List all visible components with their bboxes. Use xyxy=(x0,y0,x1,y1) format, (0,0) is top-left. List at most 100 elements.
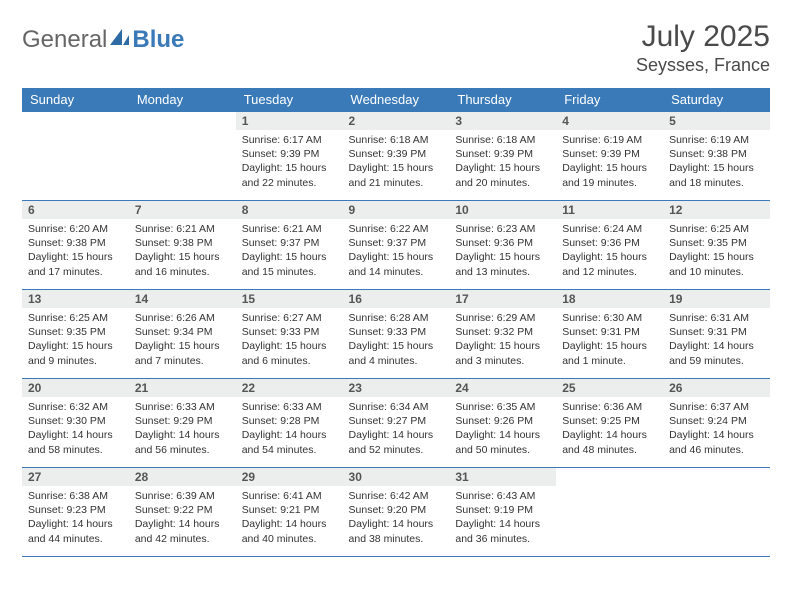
day-day2: and 3 minutes. xyxy=(455,354,550,368)
calendar-week-row: 20Sunrise: 6:32 AMSunset: 9:30 PMDayligh… xyxy=(22,379,770,468)
day-sunset: Sunset: 9:30 PM xyxy=(28,414,123,428)
day-number: 24 xyxy=(449,379,556,397)
day-sunset: Sunset: 9:38 PM xyxy=(669,147,764,161)
weekday-header: Wednesday xyxy=(343,88,450,112)
day-details: Sunrise: 6:24 AMSunset: 9:36 PMDaylight:… xyxy=(556,219,663,283)
calendar-day-cell: 11Sunrise: 6:24 AMSunset: 9:36 PMDayligh… xyxy=(556,201,663,290)
day-sunset: Sunset: 9:36 PM xyxy=(562,236,657,250)
day-day2: and 7 minutes. xyxy=(135,354,230,368)
day-number: 14 xyxy=(129,290,236,308)
day-number: 23 xyxy=(343,379,450,397)
calendar-day-cell: 28Sunrise: 6:39 AMSunset: 9:22 PMDayligh… xyxy=(129,468,236,557)
day-day1: Daylight: 15 hours xyxy=(242,250,337,264)
day-day2: and 21 minutes. xyxy=(349,176,444,190)
day-day2: and 42 minutes. xyxy=(135,532,230,546)
day-sunrise: Sunrise: 6:36 AM xyxy=(562,400,657,414)
day-details: Sunrise: 6:23 AMSunset: 9:36 PMDaylight:… xyxy=(449,219,556,283)
day-number: 4 xyxy=(556,112,663,130)
day-sunset: Sunset: 9:28 PM xyxy=(242,414,337,428)
calendar-day-cell: 13Sunrise: 6:25 AMSunset: 9:35 PMDayligh… xyxy=(22,290,129,379)
day-sunset: Sunset: 9:37 PM xyxy=(242,236,337,250)
day-day1: Daylight: 15 hours xyxy=(562,250,657,264)
day-number: 19 xyxy=(663,290,770,308)
day-day2: and 13 minutes. xyxy=(455,265,550,279)
day-number: 25 xyxy=(556,379,663,397)
day-sunset: Sunset: 9:37 PM xyxy=(349,236,444,250)
day-details: Sunrise: 6:34 AMSunset: 9:27 PMDaylight:… xyxy=(343,397,450,461)
day-day1: Daylight: 15 hours xyxy=(562,161,657,175)
calendar-day-cell: 24Sunrise: 6:35 AMSunset: 9:26 PMDayligh… xyxy=(449,379,556,468)
day-details: Sunrise: 6:33 AMSunset: 9:28 PMDaylight:… xyxy=(236,397,343,461)
day-day1: Daylight: 15 hours xyxy=(455,161,550,175)
day-sunrise: Sunrise: 6:38 AM xyxy=(28,489,123,503)
day-day2: and 4 minutes. xyxy=(349,354,444,368)
day-sunrise: Sunrise: 6:34 AM xyxy=(349,400,444,414)
calendar-day-cell: 23Sunrise: 6:34 AMSunset: 9:27 PMDayligh… xyxy=(343,379,450,468)
day-sunset: Sunset: 9:31 PM xyxy=(562,325,657,339)
month-title: July 2025 xyxy=(636,20,770,53)
calendar-day-cell: 3Sunrise: 6:18 AMSunset: 9:39 PMDaylight… xyxy=(449,112,556,201)
day-sunset: Sunset: 9:20 PM xyxy=(349,503,444,517)
calendar-day-cell: 30Sunrise: 6:42 AMSunset: 9:20 PMDayligh… xyxy=(343,468,450,557)
day-number: 21 xyxy=(129,379,236,397)
day-day1: Daylight: 15 hours xyxy=(455,339,550,353)
day-day1: Daylight: 15 hours xyxy=(28,339,123,353)
day-details: Sunrise: 6:20 AMSunset: 9:38 PMDaylight:… xyxy=(22,219,129,283)
day-day2: and 56 minutes. xyxy=(135,443,230,457)
day-day1: Daylight: 14 hours xyxy=(562,428,657,442)
calendar-day-cell: 17Sunrise: 6:29 AMSunset: 9:32 PMDayligh… xyxy=(449,290,556,379)
calendar-week-row: 13Sunrise: 6:25 AMSunset: 9:35 PMDayligh… xyxy=(22,290,770,379)
sail-icon xyxy=(108,26,130,54)
day-sunrise: Sunrise: 6:23 AM xyxy=(455,222,550,236)
calendar-day-cell: 7Sunrise: 6:21 AMSunset: 9:38 PMDaylight… xyxy=(129,201,236,290)
day-day1: Daylight: 14 hours xyxy=(28,517,123,531)
day-sunset: Sunset: 9:27 PM xyxy=(349,414,444,428)
day-number: 22 xyxy=(236,379,343,397)
day-day1: Daylight: 14 hours xyxy=(28,428,123,442)
day-day1: Daylight: 15 hours xyxy=(669,161,764,175)
calendar-day-cell: 5Sunrise: 6:19 AMSunset: 9:38 PMDaylight… xyxy=(663,112,770,201)
calendar-day-cell: 27Sunrise: 6:38 AMSunset: 9:23 PMDayligh… xyxy=(22,468,129,557)
weekday-header-row: Sunday Monday Tuesday Wednesday Thursday… xyxy=(22,88,770,112)
day-sunset: Sunset: 9:38 PM xyxy=(135,236,230,250)
day-sunrise: Sunrise: 6:25 AM xyxy=(669,222,764,236)
day-details: Sunrise: 6:17 AMSunset: 9:39 PMDaylight:… xyxy=(236,130,343,194)
day-day1: Daylight: 14 hours xyxy=(669,339,764,353)
day-sunset: Sunset: 9:36 PM xyxy=(455,236,550,250)
calendar-day-cell: 4Sunrise: 6:19 AMSunset: 9:39 PMDaylight… xyxy=(556,112,663,201)
day-details: Sunrise: 6:39 AMSunset: 9:22 PMDaylight:… xyxy=(129,486,236,550)
day-day1: Daylight: 15 hours xyxy=(242,161,337,175)
day-sunrise: Sunrise: 6:22 AM xyxy=(349,222,444,236)
weekday-header: Friday xyxy=(556,88,663,112)
calendar-day-cell: 21Sunrise: 6:33 AMSunset: 9:29 PMDayligh… xyxy=(129,379,236,468)
day-day1: Daylight: 14 hours xyxy=(349,428,444,442)
calendar-day-cell xyxy=(556,468,663,557)
location-label: Seysses, France xyxy=(636,55,770,76)
brand-logo: General Blue xyxy=(22,20,184,54)
day-sunset: Sunset: 9:29 PM xyxy=(135,414,230,428)
day-sunset: Sunset: 9:22 PM xyxy=(135,503,230,517)
day-day1: Daylight: 14 hours xyxy=(349,517,444,531)
day-sunset: Sunset: 9:24 PM xyxy=(669,414,764,428)
day-details: Sunrise: 6:25 AMSunset: 9:35 PMDaylight:… xyxy=(663,219,770,283)
day-sunrise: Sunrise: 6:24 AM xyxy=(562,222,657,236)
day-day2: and 12 minutes. xyxy=(562,265,657,279)
day-day2: and 20 minutes. xyxy=(455,176,550,190)
day-sunrise: Sunrise: 6:19 AM xyxy=(669,133,764,147)
day-number: 27 xyxy=(22,468,129,486)
day-day2: and 14 minutes. xyxy=(349,265,444,279)
day-details: Sunrise: 6:25 AMSunset: 9:35 PMDaylight:… xyxy=(22,308,129,372)
day-sunset: Sunset: 9:39 PM xyxy=(242,147,337,161)
day-sunrise: Sunrise: 6:20 AM xyxy=(28,222,123,236)
calendar-day-cell: 1Sunrise: 6:17 AMSunset: 9:39 PMDaylight… xyxy=(236,112,343,201)
day-details: Sunrise: 6:38 AMSunset: 9:23 PMDaylight:… xyxy=(22,486,129,550)
day-sunrise: Sunrise: 6:42 AM xyxy=(349,489,444,503)
day-day2: and 59 minutes. xyxy=(669,354,764,368)
day-sunset: Sunset: 9:25 PM xyxy=(562,414,657,428)
day-details: Sunrise: 6:30 AMSunset: 9:31 PMDaylight:… xyxy=(556,308,663,372)
day-day2: and 40 minutes. xyxy=(242,532,337,546)
day-day1: Daylight: 15 hours xyxy=(28,250,123,264)
day-day1: Daylight: 14 hours xyxy=(135,517,230,531)
day-sunset: Sunset: 9:38 PM xyxy=(28,236,123,250)
day-number: 18 xyxy=(556,290,663,308)
